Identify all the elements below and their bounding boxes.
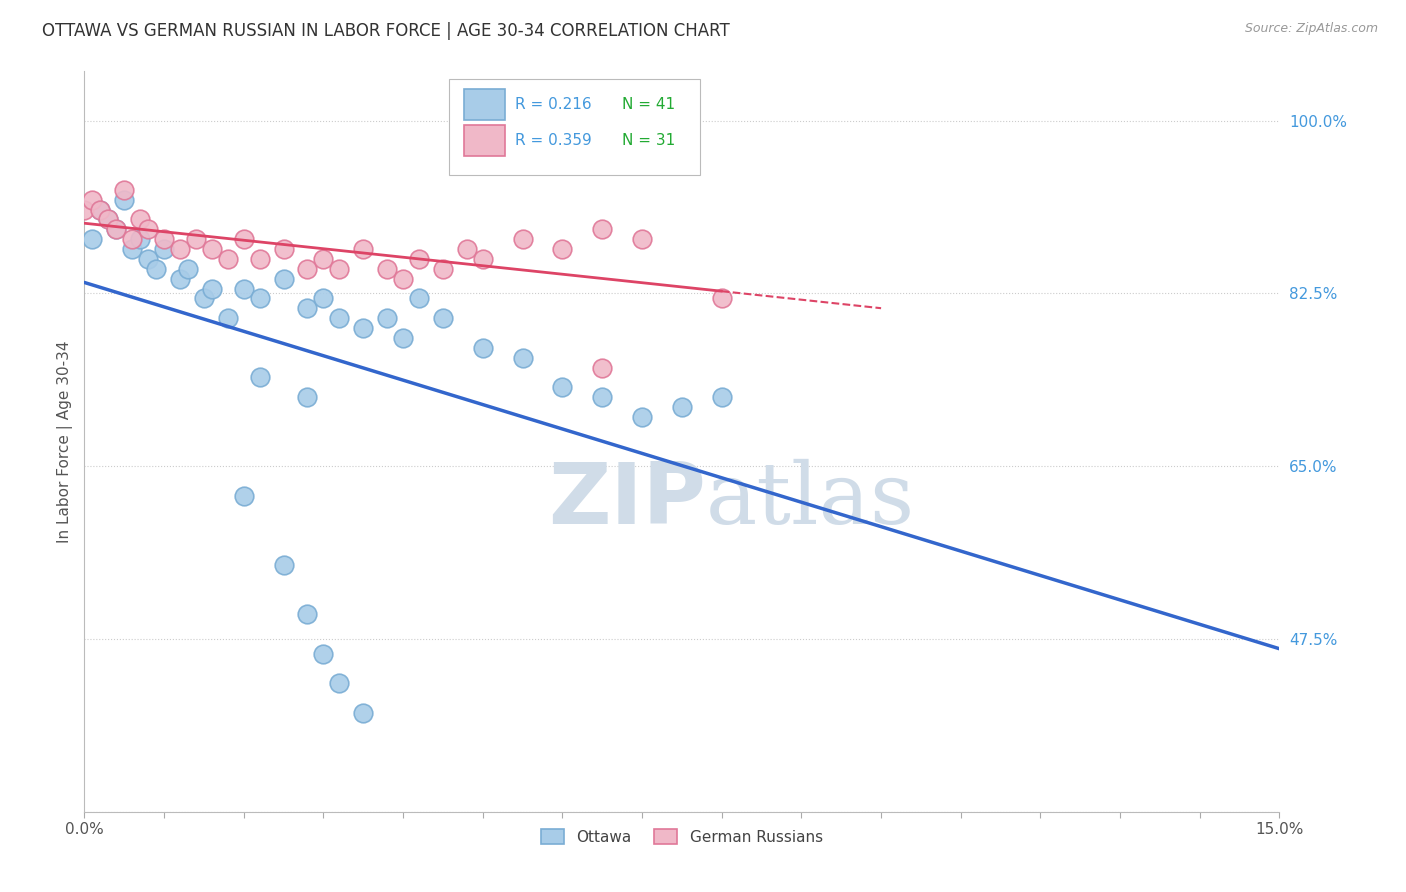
Point — [82, 193, 104, 207]
Point — [201, 281, 224, 295]
FancyBboxPatch shape — [464, 125, 505, 156]
Point — [375, 261, 398, 276]
Point — [249, 292, 271, 306]
Point — [273, 242, 295, 256]
Point — [432, 261, 454, 276]
Point — [710, 292, 733, 306]
Point — [184, 232, 207, 246]
Point — [73, 202, 96, 217]
Point — [312, 647, 335, 661]
Point — [273, 558, 295, 572]
Point — [471, 252, 494, 266]
Point — [201, 242, 224, 256]
Point — [631, 232, 654, 246]
Point — [328, 261, 350, 276]
Text: OTTAWA VS GERMAN RUSSIAN IN LABOR FORCE | AGE 30-34 CORRELATION CHART: OTTAWA VS GERMAN RUSSIAN IN LABOR FORCE … — [42, 22, 730, 40]
Point — [375, 311, 398, 326]
Point — [145, 261, 167, 276]
Point — [112, 193, 135, 207]
Point — [136, 252, 159, 266]
Point — [551, 242, 574, 256]
Point — [105, 222, 128, 236]
Point — [82, 232, 104, 246]
Point — [456, 242, 478, 256]
Point — [153, 242, 176, 256]
Point — [408, 252, 430, 266]
Point — [512, 232, 534, 246]
FancyBboxPatch shape — [449, 78, 700, 175]
Text: ZIP: ZIP — [548, 459, 706, 542]
Point — [249, 370, 271, 384]
Point — [129, 232, 152, 246]
Point — [352, 706, 374, 720]
Point — [169, 242, 191, 256]
Point — [392, 331, 415, 345]
Point — [89, 202, 111, 217]
Point — [297, 607, 319, 622]
Point — [129, 212, 152, 227]
Point — [710, 390, 733, 404]
Text: atlas: atlas — [706, 459, 915, 542]
Point — [169, 271, 191, 285]
Text: R = 0.359: R = 0.359 — [515, 133, 592, 148]
Point — [112, 183, 135, 197]
Legend: Ottawa, German Russians: Ottawa, German Russians — [533, 822, 831, 852]
Text: N = 41: N = 41 — [623, 97, 675, 112]
Point — [232, 232, 254, 246]
Point — [153, 232, 176, 246]
Point — [297, 261, 319, 276]
Point — [408, 292, 430, 306]
Point — [591, 360, 613, 375]
Point — [297, 301, 319, 316]
Point — [591, 222, 613, 236]
Point — [121, 242, 143, 256]
Point — [631, 409, 654, 424]
Point — [273, 271, 295, 285]
FancyBboxPatch shape — [464, 89, 505, 120]
Point — [512, 351, 534, 365]
Point — [121, 232, 143, 246]
Point — [352, 321, 374, 335]
Point — [249, 252, 271, 266]
Point — [671, 400, 693, 414]
Point — [352, 242, 374, 256]
Point — [392, 271, 415, 285]
Point — [136, 222, 159, 236]
Point — [193, 292, 215, 306]
Point — [471, 341, 494, 355]
Point — [328, 311, 350, 326]
Text: N = 31: N = 31 — [623, 133, 675, 148]
Point — [232, 489, 254, 503]
Point — [89, 202, 111, 217]
Point — [105, 222, 128, 236]
Point — [217, 252, 239, 266]
Point — [97, 212, 120, 227]
Point — [328, 676, 350, 690]
Point — [312, 252, 335, 266]
Point — [297, 390, 319, 404]
Point — [591, 390, 613, 404]
Point — [232, 281, 254, 295]
Point — [97, 212, 120, 227]
Point — [551, 380, 574, 394]
Y-axis label: In Labor Force | Age 30-34: In Labor Force | Age 30-34 — [58, 340, 73, 543]
Point — [217, 311, 239, 326]
Text: R = 0.216: R = 0.216 — [515, 97, 591, 112]
Point — [432, 311, 454, 326]
Text: Source: ZipAtlas.com: Source: ZipAtlas.com — [1244, 22, 1378, 36]
Point — [177, 261, 200, 276]
Point — [312, 292, 335, 306]
